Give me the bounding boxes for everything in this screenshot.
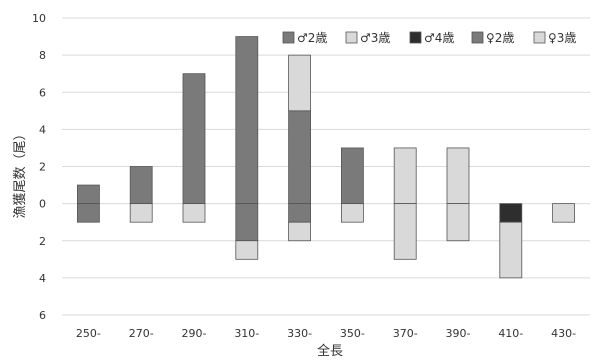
bar-segment <box>499 203 523 223</box>
legend-swatch <box>409 31 422 44</box>
bar-segment <box>129 166 153 205</box>
bar-segment <box>235 36 259 205</box>
bar-segment <box>340 203 364 223</box>
y-tick-label: 2 <box>39 161 46 174</box>
bar-segment <box>393 147 417 205</box>
legend-label: ♂4歳 <box>424 31 454 45</box>
bar-segment <box>288 221 312 242</box>
bar-segment <box>446 147 470 205</box>
y-tick-label: 8 <box>39 49 46 62</box>
y-tick-labels: 10 8 6 4 2 0 2 4 6 <box>32 12 46 322</box>
legend-label: ♂3歳 <box>360 31 390 45</box>
bar-segment <box>288 110 312 205</box>
x-tick-label: 290- <box>182 327 207 340</box>
bar-segment <box>129 203 153 223</box>
x-tick-label: 270- <box>129 327 154 340</box>
y-tick-label: 4 <box>39 123 46 136</box>
y-tick-label: 6 <box>39 309 46 322</box>
y-tick-label: 10 <box>32 12 46 25</box>
bar-segment <box>340 147 364 205</box>
bar-segment <box>552 203 575 223</box>
x-tick-label: 330- <box>287 327 312 340</box>
bar-segment <box>499 221 523 279</box>
bar-segment <box>235 240 259 260</box>
bar-segment <box>288 54 312 112</box>
x-tick-label: 370- <box>393 327 418 340</box>
x-tick-labels: 250- 270- 290- 310- 330- 350- 370- 390- 410- 430- <box>76 327 576 340</box>
bar-segment <box>182 73 206 205</box>
x-tick-label: 350- <box>340 327 365 340</box>
legend-label: ♂2歳 <box>297 31 327 45</box>
x-tick-label: 250- <box>76 327 101 340</box>
bar-segment <box>182 203 206 223</box>
x-axis-title: 全長 <box>317 343 343 358</box>
y-axis-title: 漁獲尾数（尾） <box>13 127 28 218</box>
y-tick-label: 4 <box>39 272 46 285</box>
x-tick-label: 390- <box>446 327 471 340</box>
bar-segment <box>77 203 100 223</box>
bar-segment <box>235 203 259 242</box>
y-tick-label: 2 <box>39 235 46 248</box>
y-tick-label: 0 <box>39 198 46 211</box>
legend-swatch <box>345 31 358 44</box>
legend-label: ♀3歳 <box>548 31 576 45</box>
legend-label: ♀2歳 <box>486 31 514 45</box>
legend-swatch <box>533 31 546 44</box>
legend-swatch <box>471 31 484 44</box>
x-tick-label: 310- <box>234 327 259 340</box>
bar-segment <box>393 203 417 260</box>
x-tick-label: 430- <box>551 327 576 340</box>
y-tick-label: 6 <box>39 86 46 99</box>
bar-segment <box>446 203 470 242</box>
x-tick-label: 410- <box>498 327 523 340</box>
bar-segment <box>77 184 100 205</box>
bars-layer <box>77 36 575 279</box>
legend-swatch <box>282 31 295 44</box>
legend: ♂2歳 ♂3歳 ♂4歳 ♀2歳 ♀3歳 <box>282 31 576 45</box>
bar-segment <box>288 203 312 223</box>
